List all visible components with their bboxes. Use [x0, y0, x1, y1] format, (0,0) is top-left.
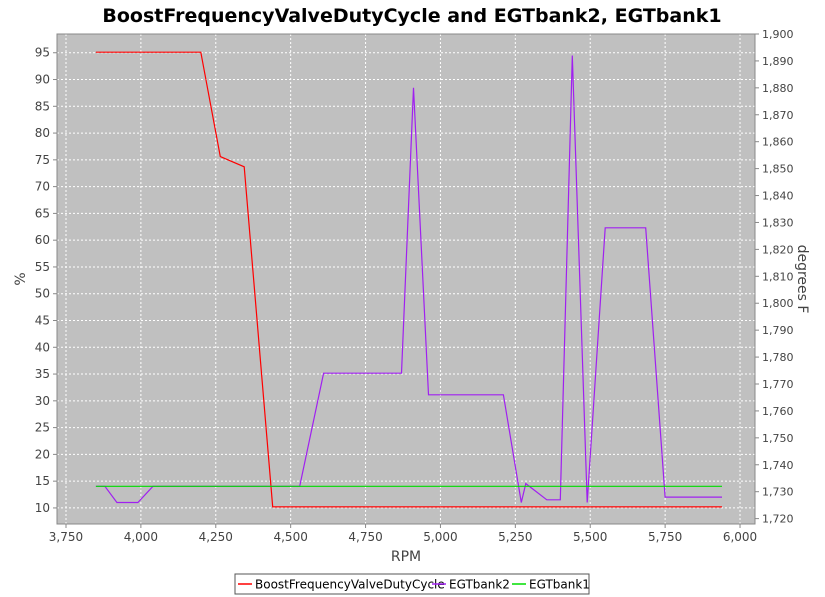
y-right-axis-label: degrees F [794, 245, 810, 314]
y-left-tick-label: 60 [35, 233, 50, 247]
y-left-tick-label: 55 [35, 260, 50, 274]
x-tick-label: 6,000 [723, 530, 757, 544]
y-left-tick-label: 70 [35, 180, 50, 194]
y-right-tick-label: 1,850 [762, 163, 794, 176]
x-tick-label: 5,250 [498, 530, 532, 544]
y-left-axis-label: % [13, 272, 29, 285]
x-tick-label: 4,500 [273, 530, 307, 544]
y-left-tick-label: 45 [35, 314, 50, 328]
y-left-tick-label: 85 [35, 99, 50, 113]
x-tick-label: 5,000 [423, 530, 457, 544]
legend-box [234, 573, 590, 595]
legend-label: BoostFrequencyValveDutyCycle [255, 578, 445, 592]
y-right-tick-label: 1,820 [762, 243, 794, 256]
y-right-tick-label: 1,720 [762, 513, 794, 526]
y-right-tick-label: 1,800 [762, 297, 794, 310]
y-right-tick-label: 1,770 [762, 378, 794, 391]
chart-title: BoostFrequencyValveDutyCycle and EGTbank… [102, 5, 721, 27]
y-left-tick-label: 80 [35, 126, 50, 140]
x-tick-label: 4,250 [199, 530, 233, 544]
y-left-tick-label: 15 [35, 474, 50, 488]
y-left-tick-label: 25 [35, 421, 50, 435]
y-right-tick-label: 1,810 [762, 270, 794, 283]
legend: BoostFrequencyValveDutyCycle EGTbank2 EGTb… [234, 573, 590, 595]
y-right-tick-label: 1,840 [762, 190, 794, 203]
y-right-tick-label: 1,830 [762, 216, 794, 229]
y-right-tick-label: 1,880 [762, 82, 794, 95]
y-left-tick-label: 90 [35, 73, 50, 87]
y-left-tick-label: 30 [35, 394, 50, 408]
series-line-egtbank2 [95, 55, 722, 504]
y-right-tick-label: 1,860 [762, 136, 794, 149]
y-left-tick-label: 35 [35, 367, 50, 381]
y-right-tick-label: 1,870 [762, 109, 794, 122]
grid [57, 34, 755, 524]
series-line-boostfrequencyvalvedutycycle [95, 51, 722, 508]
x-tick-label: 4,000 [124, 530, 158, 544]
y-right-tick-label: 1,740 [762, 459, 794, 472]
y-right-tick-label: 1,760 [762, 405, 794, 418]
legend-label: EGTbank2 [449, 578, 510, 592]
series-lines [95, 51, 722, 508]
x-tick-label: 5,500 [573, 530, 607, 544]
x-axis-label: RPM [391, 549, 421, 565]
x-tick-label: 4,750 [348, 530, 382, 544]
x-tick-label: 5,750 [648, 530, 682, 544]
y-left-tick-label: 50 [35, 287, 50, 301]
x-tick-label: 3,750 [49, 530, 83, 544]
axes [56, 33, 756, 525]
plot-border [56, 33, 756, 525]
y-left-tick-label: 10 [35, 501, 50, 515]
y-left-tick-label: 20 [35, 447, 50, 461]
y-left-tick-label: 65 [35, 206, 50, 220]
y-right-axis-ticks: 1,720 1,730 1,740 1,750 1,760 1,770 1,780 1,790… [755, 28, 794, 526]
y-right-tick-label: 1,730 [762, 486, 794, 499]
legend-label: EGTbank1 [529, 578, 590, 592]
y-right-tick-label: 1,750 [762, 432, 794, 445]
y-left-axis-ticks: 10 15 20 25 30 35 40 45 50 55 60 65 70 75 80 85 90 95 [35, 46, 57, 515]
y-left-tick-label: 95 [35, 46, 50, 60]
y-left-tick-label: 40 [35, 340, 50, 354]
y-left-tick-label: 75 [35, 153, 50, 167]
y-right-tick-label: 1,780 [762, 351, 794, 364]
y-right-tick-label: 1,790 [762, 324, 794, 337]
x-axis-ticks: 3,750 4,000 4,250 4,500 4,750 5,000 5,250 5,500… [49, 524, 757, 544]
y-right-tick-label: 1,890 [762, 55, 794, 68]
y-right-tick-label: 1,900 [762, 28, 794, 41]
